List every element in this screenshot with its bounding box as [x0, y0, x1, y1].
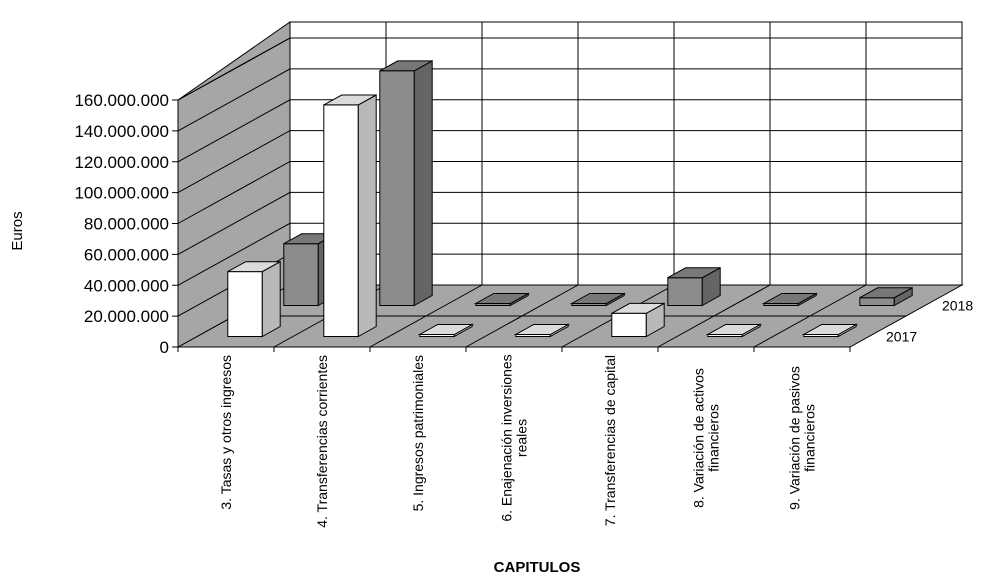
- bar-top-face: [761, 293, 819, 304]
- series-label-2018: 2018: [942, 298, 973, 314]
- bar-side-face: [413, 60, 433, 307]
- bar-top-face: [227, 261, 281, 273]
- bar-front-face: [283, 243, 319, 306]
- bar-front-face: [611, 312, 647, 337]
- bar-top-face: [323, 94, 377, 106]
- bar-2017-2: [323, 94, 377, 338]
- bar-2017-6: [705, 323, 763, 338]
- bar-front-face: [323, 104, 359, 337]
- bar-2017-1: [227, 260, 281, 338]
- bar-top-face: [473, 293, 531, 304]
- bar-2018-4: [569, 292, 627, 307]
- category-label-5: 7. Transferencias de capital: [602, 355, 618, 526]
- chart-back-wall: [289, 21, 963, 286]
- gridline: [177, 161, 962, 224]
- y-tick-label: 80.000.000: [84, 215, 169, 234]
- bar-side-face: [357, 94, 377, 338]
- category-label-line: 9. Variación de pasivos: [787, 366, 803, 510]
- gridline: [177, 68, 962, 132]
- bar-top-face: [859, 287, 913, 299]
- y-axis-title: Euros: [9, 211, 26, 250]
- bar-2018-7: [859, 286, 913, 307]
- y-tick-label: 120.000.000: [74, 153, 169, 172]
- bar-2018-5: [667, 266, 721, 307]
- bar-top-face: [801, 324, 859, 335]
- bar-2017-3: [417, 323, 475, 338]
- chart-labels: 0 20.000.000 40.000.000 60.000.000 80.000.00…: [74, 91, 973, 528]
- category-label-line: 5. Ingresos patrimoniales: [410, 355, 426, 511]
- bar-top-face: [417, 324, 475, 335]
- category-label-line: 6. Enajenación inversiones: [499, 354, 515, 521]
- category-label-7: 9. Variación de pasivosfinancieros: [787, 366, 818, 510]
- bar-2018-3: [473, 292, 531, 307]
- y-tick-label: 140.000.000: [74, 122, 169, 141]
- category-label-2: 4. Transferencias corrientes: [314, 355, 330, 528]
- y-tick-label: 0: [160, 338, 169, 357]
- bar-top-face: [513, 324, 571, 335]
- series-label-2017: 2017: [886, 329, 917, 345]
- y-tick-label: 20.000.000: [84, 307, 169, 326]
- bar-top-face: [379, 60, 433, 72]
- bar-front-face: [227, 271, 263, 337]
- bar-side-face: [261, 260, 281, 338]
- gridline: [177, 191, 962, 255]
- y-tick-label: 40.000.000: [84, 276, 169, 295]
- bar-front-face: [859, 297, 895, 306]
- category-label-line: 7. Transferencias de capital: [602, 355, 618, 526]
- chart-walls: [172, 21, 964, 352]
- bar-front-face: [379, 70, 415, 306]
- bar-2017-4: [513, 323, 571, 338]
- bar-2018-6: [761, 292, 819, 307]
- x-axis-title: CAPITULOS: [494, 559, 581, 576]
- category-label-4: 6. Enajenación inversionesreales: [499, 354, 530, 521]
- gridline: [177, 130, 962, 194]
- bar-top-face: [667, 267, 721, 279]
- gridline: [177, 99, 962, 163]
- chart-bars: [227, 60, 913, 338]
- category-label-line: financieros: [802, 404, 818, 472]
- category-label-line: financieros: [706, 404, 722, 472]
- category-label-3: 5. Ingresos patrimoniales: [410, 355, 426, 511]
- bar-2018-2: [379, 60, 433, 307]
- category-label-6: 8. Variación de activosfinancieros: [691, 368, 722, 508]
- y-tick-label: 160.000.000: [74, 91, 169, 110]
- category-label-1: 3. Tasas y otros ingresos: [218, 355, 234, 510]
- category-label-line: 4. Transferencias corrientes: [314, 355, 330, 528]
- bar-front-face: [667, 277, 703, 306]
- category-label-line: 3. Tasas y otros ingresos: [218, 355, 234, 510]
- bar-2017-5: [611, 302, 665, 338]
- gridline: [177, 222, 962, 286]
- category-label-line: 8. Variación de activos: [691, 368, 707, 508]
- category-label-line: reales: [514, 419, 530, 457]
- y-tick-label: 60.000.000: [84, 245, 169, 264]
- bar-top-face: [705, 324, 763, 335]
- bar-top-face: [569, 293, 627, 304]
- y-tick-label: 100.000.000: [74, 184, 169, 203]
- bar-2017-7: [801, 323, 859, 338]
- bar-top-face: [611, 302, 665, 314]
- gridline: [177, 37, 962, 101]
